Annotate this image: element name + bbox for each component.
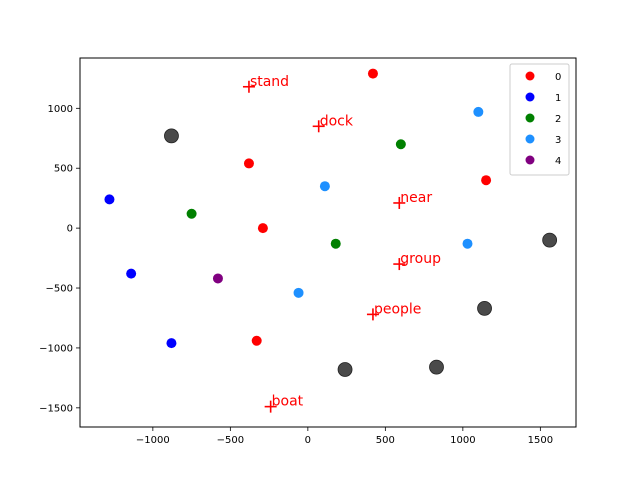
series-points xyxy=(104,68,492,349)
legend-marker xyxy=(525,71,535,81)
series-2-point-0 xyxy=(395,139,406,150)
x-tick-label: 1500 xyxy=(528,435,553,446)
x-tick-label: 500 xyxy=(376,435,395,446)
series-0-point-2 xyxy=(257,223,268,234)
legend-marker xyxy=(525,134,535,144)
legend-label: 0 xyxy=(555,72,561,83)
y-tick-label: 0 xyxy=(67,224,73,235)
series-2-point-1 xyxy=(186,208,197,219)
series-0-point-4 xyxy=(481,175,492,186)
series-2-point-2 xyxy=(330,238,341,249)
gray-point-4 xyxy=(429,359,444,375)
x-tick-label: −500 xyxy=(217,435,244,446)
series-3-point-0 xyxy=(473,106,484,117)
legend-marker xyxy=(525,113,535,123)
y-tick-label: 500 xyxy=(54,164,73,175)
word-marker-near: near xyxy=(393,190,432,209)
legend-marker xyxy=(525,155,535,165)
series-3-point-1 xyxy=(319,181,330,192)
series-1-point-2 xyxy=(166,338,177,349)
legend: 0 1 2 3 4 xyxy=(509,63,570,176)
legend-item-0: 0 xyxy=(525,71,561,83)
series-3-point-2 xyxy=(462,238,473,249)
legend-label: 1 xyxy=(555,93,561,104)
series-0-point-3 xyxy=(251,335,262,346)
series-1-point-0 xyxy=(104,194,115,205)
plot-frame xyxy=(79,57,577,428)
legend-label: 2 xyxy=(555,114,561,125)
legend-item-1: 1 xyxy=(525,92,561,104)
legend-box xyxy=(509,63,570,176)
x-tick-label: 1000 xyxy=(450,435,475,446)
series-0-point-0 xyxy=(367,68,378,79)
word-label-boat: boat xyxy=(272,394,304,410)
gray-point-2 xyxy=(477,300,492,316)
word-label-people: people xyxy=(374,301,421,317)
series-4-point-0 xyxy=(212,273,223,284)
word-marker-stand: stand xyxy=(242,74,289,93)
x-tick-label: 0 xyxy=(305,435,311,446)
legend-item-3: 3 xyxy=(525,134,561,146)
word-marker-boat: boat xyxy=(264,394,304,413)
gray-point-3 xyxy=(337,362,353,377)
x-axis: −1000 −500 0 500 1000 1500 xyxy=(136,427,553,446)
gray-point-0 xyxy=(164,128,179,144)
word-label-dock: dock xyxy=(320,113,354,129)
legend-item-4: 4 xyxy=(525,155,561,167)
x-tick-label: −1000 xyxy=(136,435,170,446)
word-label-stand: stand xyxy=(250,74,289,90)
word-marker-dock: dock xyxy=(312,113,354,133)
word-label-group: group xyxy=(400,251,441,267)
word-markers: stand dock near group people boat xyxy=(242,74,441,413)
plot-area xyxy=(80,58,576,427)
word-label-near: near xyxy=(400,190,432,206)
gray-point-1 xyxy=(542,232,558,248)
legend-label: 4 xyxy=(555,156,561,167)
y-tick-label: 1000 xyxy=(48,104,73,115)
y-tick-label: −500 xyxy=(46,284,73,295)
gray-points xyxy=(164,128,558,377)
legend-item-2: 2 xyxy=(525,113,561,125)
series-0-point-1 xyxy=(243,158,254,169)
y-tick-label: −1500 xyxy=(39,403,73,414)
series-1-point-1 xyxy=(126,268,137,279)
legend-marker xyxy=(525,92,535,102)
series-3-point-3 xyxy=(293,287,304,298)
legend-label: 3 xyxy=(555,135,561,146)
y-tick-label: −1000 xyxy=(39,343,73,354)
word-marker-group: group xyxy=(393,251,441,271)
word-marker-people: people xyxy=(366,301,421,321)
y-axis: −1500 −1000 −500 0 500 1000 xyxy=(39,104,80,414)
